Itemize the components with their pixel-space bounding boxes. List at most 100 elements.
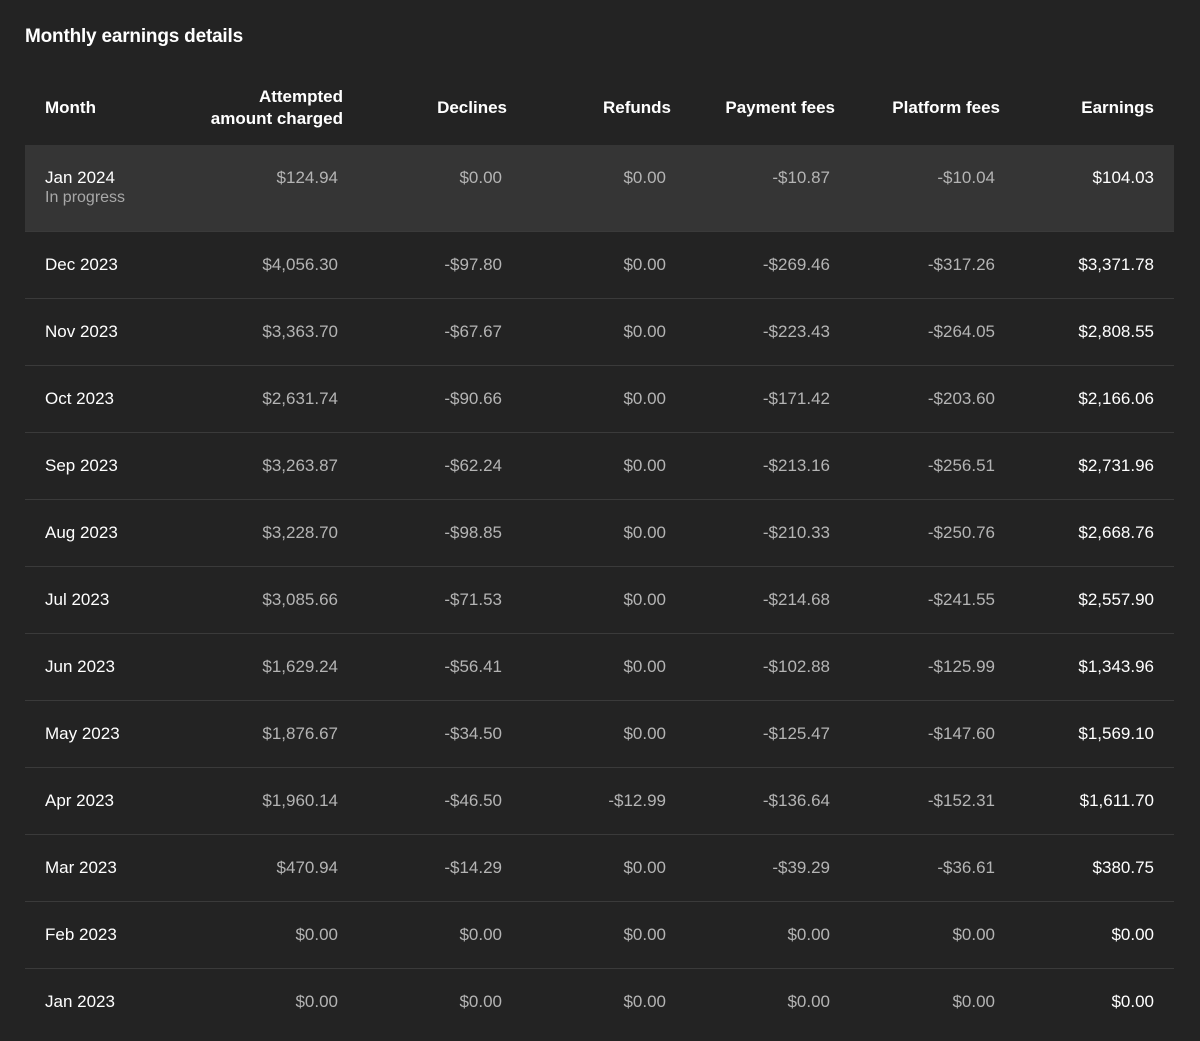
column-header: Month bbox=[25, 98, 190, 118]
amount-cell: -$210.33 bbox=[762, 523, 830, 542]
amount-cell: $0.00 bbox=[787, 992, 830, 1011]
month-label: Oct 2023 bbox=[45, 389, 114, 408]
amount-cell: $0.00 bbox=[623, 456, 666, 475]
amount-cell: $0.00 bbox=[295, 992, 338, 1011]
amount-cell: -$67.67 bbox=[444, 322, 502, 341]
amount-cell: -$264.05 bbox=[927, 322, 995, 341]
amount-cell: $2,631.74 bbox=[262, 389, 338, 408]
month-cell: Jul 2023 bbox=[25, 590, 190, 610]
month-label: Dec 2023 bbox=[45, 255, 118, 274]
column-header-text: Platform fees bbox=[892, 97, 1000, 117]
month-cell: Apr 2023 bbox=[25, 791, 190, 811]
amount-cell: $1,629.24 bbox=[262, 657, 338, 676]
amount-cell: $0.00 bbox=[623, 389, 666, 408]
table-row: Jun 2023 $1,629.24 -$56.41 $0.00 -$102.88 -$1… bbox=[25, 633, 1174, 700]
column-header-text: Refunds bbox=[603, 97, 671, 117]
amount-cell: $0.00 bbox=[1111, 925, 1154, 944]
column-header-text: Payment fees bbox=[725, 97, 835, 117]
column-header: Declines bbox=[343, 97, 507, 119]
amount-cell: $2,668.76 bbox=[1078, 523, 1154, 542]
amount-cell: -$14.29 bbox=[444, 858, 502, 877]
table-row: Aug 2023 $3,228.70 -$98.85 $0.00 -$210.33 -$2… bbox=[25, 499, 1174, 566]
amount-cell: $0.00 bbox=[623, 590, 666, 609]
header-row: Month Attempted amount charged Declines Ref… bbox=[25, 70, 1174, 145]
amount-cell: -$62.24 bbox=[444, 456, 502, 475]
table-row: Nov 2023 $3,363.70 -$67.67 $0.00 -$223.43 -$2… bbox=[25, 298, 1174, 365]
amount-cell: -$98.85 bbox=[444, 523, 502, 542]
amount-cell: $2,557.90 bbox=[1078, 590, 1154, 609]
month-cell: May 2023 bbox=[25, 724, 190, 744]
column-header: Attempted amount charged bbox=[190, 86, 343, 130]
month-cell: Jan 2024 In progress bbox=[25, 145, 190, 207]
amount-cell: $470.94 bbox=[276, 858, 338, 877]
amount-cell: -$171.42 bbox=[762, 389, 830, 408]
amount-cell: -$36.61 bbox=[937, 858, 995, 877]
month-label: Aug 2023 bbox=[45, 523, 118, 542]
amount-cell: $0.00 bbox=[623, 858, 666, 877]
amount-cell: -$213.16 bbox=[762, 456, 830, 475]
table-row: Apr 2023 $1,960.14 -$46.50 -$12.99 -$136.64 -… bbox=[25, 767, 1174, 834]
table-row: Jan 2024 In progress $124.94 $0.00 $0.00 -$10… bbox=[25, 145, 1174, 231]
amount-cell: -$90.66 bbox=[444, 389, 502, 408]
month-label: May 2023 bbox=[45, 724, 120, 743]
table-row: Jan 2023 $0.00 $0.00 $0.00 $0.00 $0.00 $0.00 bbox=[25, 968, 1174, 1035]
table-row: Sep 2023 $3,263.87 -$62.24 $0.00 -$213.16 -$2… bbox=[25, 432, 1174, 499]
amount-cell: $1,343.96 bbox=[1078, 657, 1154, 676]
table-row: Dec 2023 $4,056.30 -$97.80 $0.00 -$269.46 -$3… bbox=[25, 231, 1174, 298]
amount-cell: $0.00 bbox=[623, 657, 666, 676]
column-header-text: Earnings bbox=[1081, 97, 1154, 117]
month-cell: Dec 2023 bbox=[25, 255, 190, 275]
amount-cell: -$12.99 bbox=[608, 791, 666, 810]
table-row: Jul 2023 $3,085.66 -$71.53 $0.00 -$214.68 -$2… bbox=[25, 566, 1174, 633]
amount-cell: $1,611.70 bbox=[1079, 791, 1154, 810]
amount-cell: -$71.53 bbox=[444, 590, 502, 609]
amount-cell: -$125.47 bbox=[762, 724, 830, 743]
amount-cell: $0.00 bbox=[952, 925, 995, 944]
month-label: Jan 2024 bbox=[45, 168, 115, 187]
amount-cell: $3,363.70 bbox=[262, 322, 338, 341]
amount-cell: -$317.26 bbox=[927, 255, 995, 274]
amount-cell: $0.00 bbox=[952, 992, 995, 1011]
amount-cell: $1,876.67 bbox=[262, 724, 338, 743]
month-cell: Aug 2023 bbox=[25, 523, 190, 543]
amount-cell: $0.00 bbox=[1111, 992, 1154, 1011]
amount-cell: -$203.60 bbox=[927, 389, 995, 408]
month-label: Mar 2023 bbox=[45, 858, 117, 877]
amount-cell: $0.00 bbox=[623, 168, 666, 187]
month-label: Feb 2023 bbox=[45, 925, 117, 944]
amount-cell: $4,056.30 bbox=[262, 255, 338, 274]
month-label: Apr 2023 bbox=[45, 791, 114, 810]
amount-cell: -$10.87 bbox=[772, 168, 830, 187]
month-cell: Oct 2023 bbox=[25, 389, 190, 409]
month-cell: Feb 2023 bbox=[25, 925, 190, 945]
month-cell: Mar 2023 bbox=[25, 858, 190, 878]
month-cell: Jan 2023 bbox=[25, 992, 190, 1012]
amount-cell: $0.00 bbox=[459, 925, 502, 944]
amount-cell: -$10.04 bbox=[937, 168, 995, 187]
amount-cell: -$56.41 bbox=[444, 657, 502, 676]
amount-cell: -$250.76 bbox=[927, 523, 995, 542]
month-label: Sep 2023 bbox=[45, 456, 118, 475]
amount-cell: $0.00 bbox=[623, 523, 666, 542]
amount-cell: $0.00 bbox=[623, 322, 666, 341]
amount-cell: $3,263.87 bbox=[262, 456, 338, 475]
column-header-text: Declines bbox=[437, 97, 507, 117]
amount-cell: -$223.43 bbox=[762, 322, 830, 341]
amount-cell: $3,371.78 bbox=[1078, 255, 1154, 274]
table-row: May 2023 $1,876.67 -$34.50 $0.00 -$125.47 -$1… bbox=[25, 700, 1174, 767]
amount-cell: -$147.60 bbox=[927, 724, 995, 743]
month-cell: Sep 2023 bbox=[25, 456, 190, 476]
month-label: Jan 2023 bbox=[45, 992, 115, 1011]
column-header-text: Month bbox=[45, 97, 96, 117]
amount-cell: -$46.50 bbox=[444, 791, 502, 810]
month-label: Jul 2023 bbox=[45, 590, 110, 609]
amount-cell: -$241.55 bbox=[927, 590, 995, 609]
amount-cell: $2,731.96 bbox=[1078, 456, 1154, 475]
column-header: Refunds bbox=[507, 97, 671, 119]
status-note: In progress bbox=[45, 189, 126, 206]
amount-cell: -$34.50 bbox=[444, 724, 502, 743]
amount-cell: $124.94 bbox=[276, 168, 338, 187]
amount-cell: -$125.99 bbox=[927, 657, 995, 676]
